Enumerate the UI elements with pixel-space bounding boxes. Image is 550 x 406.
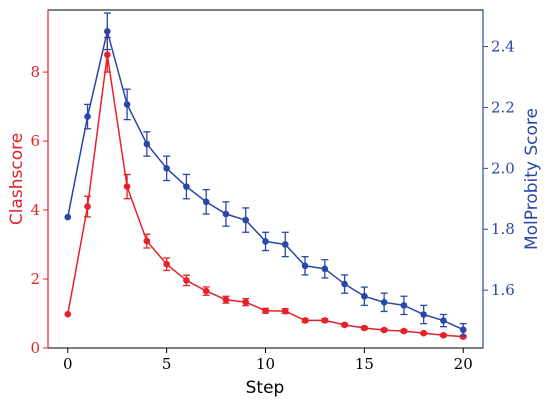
right-y-tick-label: 2.4 — [491, 38, 515, 56]
molprobity-point — [420, 311, 427, 318]
clashscore-point — [459, 333, 467, 340]
x-axis-title: Step — [246, 378, 285, 398]
molprobity-point — [301, 262, 309, 270]
right-y-tick-label: 1.8 — [491, 220, 515, 238]
clashscore-point — [123, 183, 131, 190]
molprobity-point — [361, 292, 368, 300]
clashscore-point — [262, 307, 269, 315]
left-y-tick-label: 6 — [30, 132, 40, 150]
x-tick-label: 0 — [63, 355, 73, 373]
clashscore-point — [341, 321, 348, 329]
molprobity-point — [84, 113, 91, 120]
clashscore-point — [440, 331, 447, 339]
clashscore-point — [202, 287, 210, 295]
clashscore-point — [420, 329, 427, 337]
clashscore-point — [242, 298, 250, 306]
clashscore-point — [64, 310, 72, 318]
molprobity-point — [341, 280, 348, 288]
clashscore-point — [104, 51, 111, 59]
molprobity-point — [104, 28, 111, 35]
molprobity-point — [380, 299, 388, 306]
clashscore-point — [84, 203, 91, 210]
molprobity-point — [262, 238, 269, 245]
left-y-tick-label: 8 — [30, 63, 40, 81]
molprobity-point — [183, 183, 190, 190]
right-y-tick-label: 2.0 — [491, 159, 515, 177]
clashscore-point — [163, 260, 170, 268]
right-y-tick-label: 1.6 — [491, 281, 515, 299]
left-y-tick-label: 2 — [30, 270, 40, 288]
molprobity-point — [202, 198, 210, 206]
clashscore-point — [301, 317, 309, 324]
clashscore-point — [361, 324, 368, 332]
molprobity-point — [242, 216, 250, 224]
plot-frame — [47, 9, 484, 349]
molprobity-point — [163, 165, 170, 172]
molprobity-point — [123, 101, 131, 108]
molprobity-point — [281, 241, 289, 248]
clashscore-point — [143, 237, 151, 245]
clashscore-point — [380, 326, 388, 334]
clashscore-point — [321, 317, 329, 324]
left-y-axis-title: Clashscore — [7, 133, 27, 225]
molprobity-point — [321, 265, 329, 273]
molprobity-point — [400, 302, 408, 309]
molprobity-point — [459, 326, 467, 334]
left-y-tick-label: 0 — [30, 339, 40, 357]
molprobity-point — [64, 213, 72, 221]
right-y-tick-label: 2.2 — [491, 98, 515, 116]
x-tick-label: 15 — [355, 355, 374, 373]
left-y-tick-label: 4 — [30, 201, 40, 219]
molprobity-point — [222, 210, 230, 218]
clashscore-point — [183, 277, 190, 284]
molprobity-point — [143, 140, 151, 148]
molprobity-point — [440, 317, 447, 324]
clashscore-point — [400, 327, 408, 335]
clashscore-point — [281, 307, 289, 315]
molprobity-series — [64, 12, 467, 337]
x-tick-label: 10 — [256, 355, 275, 373]
x-tick-label: 5 — [162, 355, 172, 373]
clashscore-series — [64, 36, 467, 340]
clashscore-point — [222, 296, 230, 304]
right-y-axis-title: MolProbity Score — [522, 108, 542, 250]
x-tick-label: 20 — [454, 355, 473, 373]
